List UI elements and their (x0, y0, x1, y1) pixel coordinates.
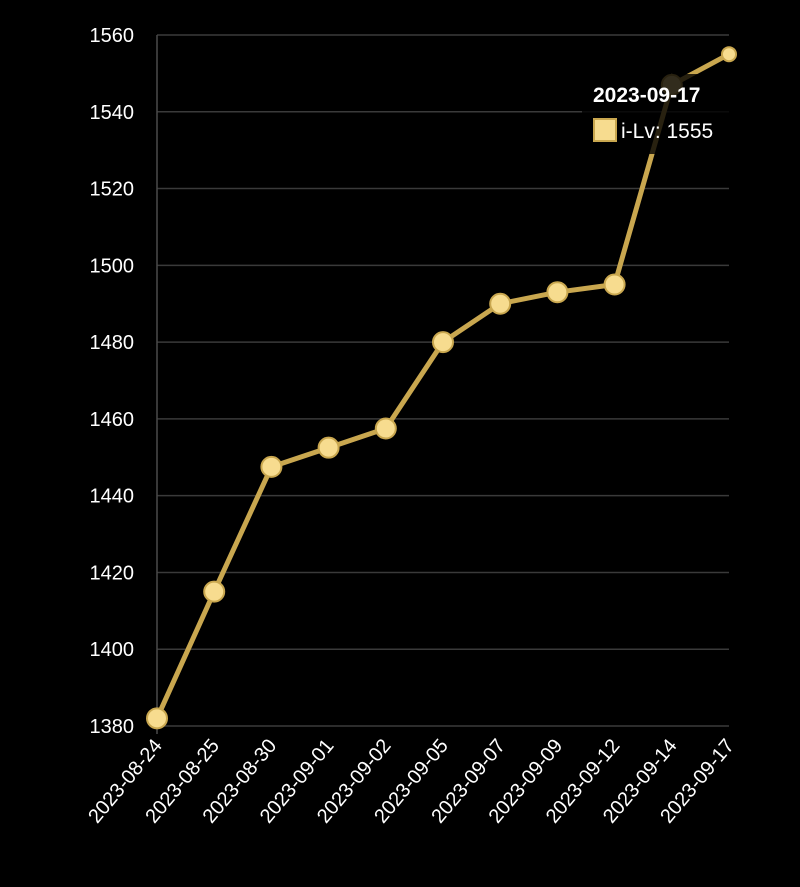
x-axis-tick-labels: 2023-08-242023-08-252023-08-302023-09-01… (84, 735, 739, 828)
data-point[interactable] (317, 436, 340, 459)
y-tick-label: 1460 (90, 409, 135, 431)
data-point[interactable] (721, 46, 737, 63)
y-tick-label: 1380 (90, 716, 135, 738)
tooltip-color-swatch (593, 118, 617, 142)
tooltip-title: 2023-09-17 (593, 84, 700, 107)
y-tick-label: 1520 (90, 179, 135, 201)
data-point[interactable] (432, 331, 454, 354)
data-point[interactable] (260, 455, 283, 478)
y-tick-label: 1440 (90, 486, 135, 508)
data-point[interactable] (603, 273, 626, 296)
data-point[interactable] (374, 417, 397, 440)
data-point[interactable] (546, 281, 569, 304)
tooltip-background (582, 74, 742, 154)
data-point[interactable] (489, 292, 512, 315)
y-tick-label: 1540 (90, 102, 135, 124)
tooltip: 2023-09-17 i-Lv: 1555 (582, 74, 742, 154)
data-point[interactable] (203, 580, 226, 603)
y-tick-label: 1500 (90, 255, 135, 277)
y-tick-label: 1560 (90, 25, 135, 47)
y-tick-label: 1480 (90, 332, 135, 354)
y-tick-label: 1400 (90, 639, 135, 661)
y-tick-label: 1420 (90, 562, 135, 584)
tooltip-value-label: i-Lv: 1555 (621, 120, 713, 143)
data-point[interactable] (146, 707, 168, 730)
y-axis-tick-labels: 1380 1400 1420 1440 1460 1480 1500 1520 1540 1560 (90, 25, 135, 738)
